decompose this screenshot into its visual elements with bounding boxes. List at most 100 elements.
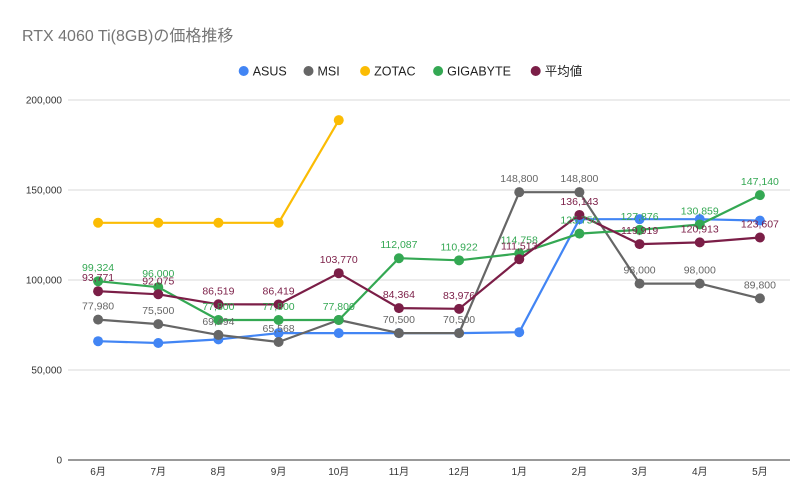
- data-point: [153, 282, 164, 293]
- data-label: 65,568: [263, 323, 295, 335]
- data-point: [333, 314, 344, 325]
- legend-item: ASUS: [238, 65, 287, 79]
- data-label: 98,000: [624, 265, 656, 277]
- x-tick-label: 1月: [511, 466, 527, 478]
- data-label: 148,800: [560, 173, 598, 185]
- legend-item: ZOTAC: [360, 65, 416, 79]
- x-tick-label: 10月: [328, 466, 349, 478]
- series-line: [98, 191, 761, 344]
- data-point: [694, 278, 705, 289]
- data-point: [514, 254, 525, 265]
- legend-label: GIGABYTE: [447, 65, 511, 79]
- data-label: 69,494: [202, 316, 234, 328]
- data-label: 130,859: [681, 205, 719, 217]
- gridlines: [68, 99, 790, 461]
- data-labels: 77,980 75,500 69,494 65,568 70,500 70,500 148,…: [82, 173, 779, 335]
- legend-label: MSI: [318, 65, 340, 79]
- data-label: 77,800: [263, 301, 295, 313]
- data-point: [514, 187, 525, 198]
- x-tick-label: 9月: [271, 466, 287, 478]
- data-point: [454, 303, 465, 314]
- x-tick-label: 6月: [90, 466, 106, 478]
- data-point: [93, 276, 104, 287]
- x-tick-label: 11月: [389, 466, 409, 478]
- data-label: 93,771: [82, 272, 114, 284]
- data-label: 89,800: [744, 279, 776, 291]
- data-label: 123,607: [741, 219, 779, 231]
- series: [93, 115, 344, 228]
- data-label: 148,800: [500, 173, 538, 185]
- data-point: [333, 268, 344, 279]
- data-label: 84,364: [383, 289, 415, 301]
- legend-item: MSI: [303, 65, 340, 79]
- x-tick-label: 4月: [692, 466, 708, 478]
- data-point: [213, 314, 224, 325]
- data-point: [93, 217, 104, 228]
- data-label: 112,087: [380, 239, 417, 251]
- data-point: [574, 228, 585, 239]
- data-point: [273, 299, 284, 310]
- x-tick-label: 7月: [150, 466, 166, 478]
- legend-item: GIGABYTE: [433, 65, 511, 79]
- x-tick-label: 12月: [449, 466, 470, 478]
- x-tick-label: 2月: [572, 466, 588, 478]
- series: [93, 187, 765, 347]
- data-point: [333, 115, 344, 126]
- data-point: [333, 328, 344, 339]
- legend-marker: [433, 66, 444, 76]
- data-point: [393, 328, 404, 339]
- y-tick-label: 0: [56, 456, 62, 467]
- data-point: [754, 190, 765, 201]
- data-point: [514, 327, 525, 338]
- series-lines: [93, 115, 765, 348]
- data-label: 92,075: [142, 275, 174, 287]
- data-point: [213, 217, 224, 228]
- data-point: [153, 289, 164, 300]
- series-line: [98, 213, 760, 310]
- legend-label: ASUS: [253, 65, 287, 79]
- data-label: 125,750: [560, 215, 598, 227]
- x-tick-label: 3月: [632, 466, 648, 478]
- legend-marker: [238, 66, 249, 76]
- y-tick-label: 50,000: [31, 366, 62, 377]
- series-line: [97, 194, 761, 322]
- data-label: 98,000: [684, 265, 716, 277]
- x-tick-label: 8月: [211, 466, 227, 478]
- y-tick-label: 150,000: [26, 186, 63, 197]
- data-label: 86,419: [263, 285, 295, 297]
- data-label: 77,800: [202, 301, 234, 313]
- data-label: 77,980: [82, 301, 114, 313]
- data-point: [754, 232, 765, 243]
- data-label: 114,758: [501, 234, 538, 246]
- legend-item: 平均値: [530, 64, 583, 79]
- data-point: [393, 303, 404, 314]
- legend-marker: [360, 66, 371, 76]
- series-line: [98, 218, 760, 345]
- data-label: 119,919: [621, 225, 658, 237]
- data-label: 99,324: [82, 262, 114, 274]
- data-point: [93, 314, 104, 325]
- data-label: 77,800: [323, 301, 355, 313]
- data-point: [153, 217, 164, 228]
- data-point: [574, 209, 585, 220]
- legend-label: 平均値: [545, 64, 583, 79]
- y-tick-label: 100,000: [26, 276, 63, 287]
- data-point: [213, 299, 224, 310]
- legend: ASUS MSI ZOTAC GIGABYTE 平均値: [238, 64, 583, 79]
- legend-marker: [530, 66, 541, 76]
- data-point: [213, 329, 224, 340]
- legend-label: ZOTAC: [374, 65, 415, 79]
- legend-marker: [303, 66, 314, 76]
- data-label: 70,500: [443, 314, 475, 326]
- data-label: 120,913: [681, 223, 719, 235]
- data-point: [93, 336, 104, 347]
- data-label: 86,519: [202, 285, 234, 297]
- data-point: [694, 237, 705, 248]
- data-point: [574, 187, 585, 198]
- data-label: 75,500: [142, 305, 174, 317]
- data-point: [153, 319, 164, 330]
- data-point: [634, 214, 645, 225]
- data-label: 147,140: [741, 176, 779, 188]
